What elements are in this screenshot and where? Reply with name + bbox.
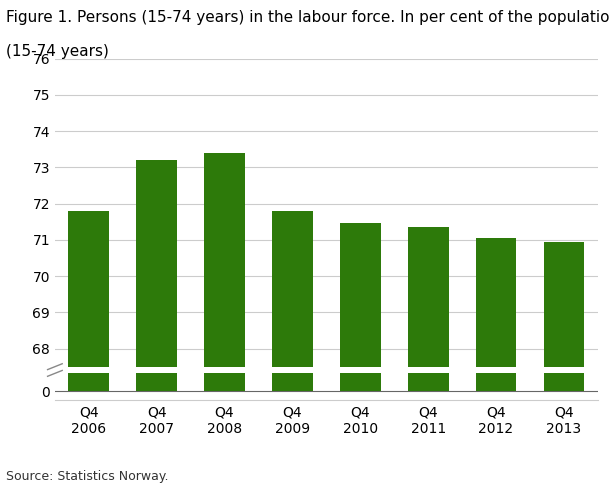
Bar <box>408 227 448 488</box>
Bar <box>272 211 313 488</box>
Bar <box>544 373 584 391</box>
Bar <box>204 373 245 391</box>
Bar <box>136 373 177 391</box>
Bar <box>68 373 109 391</box>
Bar <box>544 242 584 488</box>
Bar <box>476 373 516 391</box>
Bar <box>272 373 313 391</box>
Bar <box>136 160 177 488</box>
Bar <box>340 373 381 391</box>
Text: Figure 1. Persons (15-74 years) in the labour force. In per cent of the populati: Figure 1. Persons (15-74 years) in the l… <box>6 10 610 25</box>
Bar <box>340 224 381 488</box>
Bar <box>204 153 245 488</box>
Bar <box>68 211 109 488</box>
Text: (15-74 years): (15-74 years) <box>6 44 109 59</box>
Text: Source: Statistics Norway.: Source: Statistics Norway. <box>6 470 168 483</box>
Bar <box>408 373 448 391</box>
Bar <box>476 238 516 488</box>
